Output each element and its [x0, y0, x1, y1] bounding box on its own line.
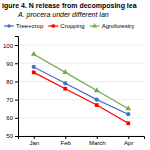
- subtitle: A. procera under different lan: [17, 11, 109, 19]
- series-marker: [126, 112, 130, 116]
- y-tick-mark: [15, 118, 18, 119]
- legend-marker: [52, 24, 55, 27]
- series-marker: [32, 70, 36, 74]
- series-line: [34, 72, 129, 123]
- series-marker: [63, 87, 67, 91]
- y-tick: 80: [6, 79, 18, 85]
- legend-marker: [92, 23, 97, 27]
- legend-marker: [7, 24, 11, 28]
- y-tick: 100: [3, 43, 18, 49]
- series-marker: [32, 65, 36, 69]
- series-marker: [125, 105, 131, 110]
- grid: [18, 45, 144, 136]
- series-line: [34, 54, 129, 109]
- legend-item: Agroforestry: [90, 23, 135, 29]
- y-tick-mark: [15, 136, 18, 137]
- y-tick-mark: [15, 45, 18, 46]
- x-tick: March: [89, 136, 106, 146]
- x-tick-mark: [65, 136, 66, 139]
- legend-item: Cropping: [48, 23, 84, 29]
- legend: Tree+crop Cropping Agroforestry: [4, 23, 134, 29]
- y-tick: 50: [6, 133, 18, 139]
- x-tick-mark: [128, 136, 129, 139]
- x-tick-label: Jan: [29, 140, 39, 146]
- x-tick-mark: [34, 136, 35, 139]
- series-marker: [63, 81, 67, 85]
- x-tick-label: Feb: [61, 140, 72, 146]
- x-tick-label: Apr: [124, 140, 133, 146]
- series-marker: [95, 103, 99, 107]
- series-line: [34, 67, 129, 114]
- legend-label: Agroforestry: [102, 23, 135, 29]
- chart: igure 4. N release from decomposing leaA…: [0, 0, 150, 150]
- series-marker: [95, 98, 99, 102]
- y-tick: 60: [6, 115, 18, 121]
- legend-swatch: [48, 25, 58, 26]
- y-tick-label: 60: [6, 115, 13, 121]
- y-axis-line: [15, 37, 19, 137]
- title: igure 4. N release from decomposing lea: [2, 2, 137, 10]
- x-tick: Jan: [29, 136, 39, 146]
- x-tick-label: March: [89, 140, 106, 146]
- legend-label: Cropping: [60, 23, 84, 29]
- series-marker: [126, 121, 130, 125]
- y-tick-label: 80: [6, 79, 13, 85]
- series-marker: [62, 69, 68, 74]
- y-tick: 70: [6, 97, 18, 103]
- x-axis-line: [19, 137, 145, 140]
- grid-line: [18, 63, 144, 64]
- y-tick-label: 70: [6, 97, 13, 103]
- y-tick-mark: [15, 81, 18, 82]
- marks: [31, 51, 131, 125]
- y-tick: 90: [6, 61, 18, 67]
- grid-line: [18, 117, 144, 118]
- x-tick: Apr: [124, 136, 133, 146]
- series-marker: [94, 87, 100, 92]
- legend-label: Tree+crop: [16, 23, 44, 29]
- series-marker: [31, 51, 37, 56]
- y-axis: 50 60 70 80 90 100: [3, 37, 19, 140]
- y-tick-label: 50: [6, 133, 13, 139]
- y-tick-label: 100: [3, 43, 14, 49]
- x-axis: Jan Feb March Apr: [19, 136, 145, 146]
- y-tick-mark: [15, 100, 18, 101]
- x-tick-mark: [97, 136, 98, 139]
- plot: 50 60 70 80 90 100 Jan Feb March Apr: [3, 37, 145, 147]
- grid-line: [18, 45, 144, 46]
- y-tick-label: 90: [6, 61, 13, 67]
- y-tick-mark: [15, 63, 18, 64]
- legend-item: Tree+crop: [4, 23, 44, 29]
- x-tick: Feb: [61, 136, 72, 146]
- grid-line: [18, 99, 144, 100]
